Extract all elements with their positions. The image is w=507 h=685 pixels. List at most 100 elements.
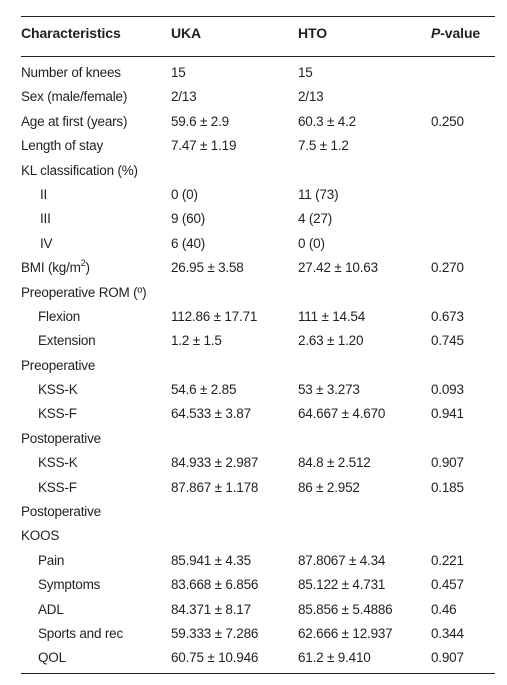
header-p-value: P-value [431,25,480,41]
header-characteristics: Characteristics [21,25,121,41]
row-label: Sports and rec [38,625,123,641]
row-hto-value: 53 ± 3.273 [298,382,360,398]
row-label-end: ) [85,260,91,276]
table-row: KOOS [21,524,495,548]
row-p-value: 0.941 [431,406,464,422]
table-row: KL classification (%) [21,159,495,183]
table-row: KSS-K 84.933 ± 2.987 84.8 ± 2.512 0.907 [21,451,495,475]
row-uka-value: 59.333 ± 7.286 [171,625,259,641]
row-p-value: 0.250 [431,113,464,129]
row-hto-value: 84.8 ± 2.512 [298,455,371,471]
table-row: Symptoms 83.668 ± 6.856 85.122 ± 4.731 0… [21,573,495,597]
row-label: KSS-F [38,479,77,495]
row-label: IV [40,235,53,251]
row-p-value: 0.907 [431,650,464,666]
row-hto-value: 86 ± 2.952 [298,479,360,495]
row-label: Extension [38,333,96,349]
table-row: ADL 84.371 ± 8.17 85.856 ± 5.4886 0.46 [21,598,495,622]
table-row: Length of stay 7.47 ± 1.19 7.5 ± 1.2 [21,134,495,158]
row-uka-value: 1.2 ± 1.5 [171,333,222,349]
row-uka-value: 9 (60) [171,211,206,227]
row-label: II [40,186,48,202]
row-hto-value: 87.8067 ± 4.34 [298,552,386,568]
row-label: III [40,211,51,227]
row-uka-value: 87.867 ± 1.178 [171,479,259,495]
row-p-value: 0.46 [431,601,457,617]
row-label: Postoperative [21,504,101,520]
row-hto-value: 60.3 ± 4.2 [298,113,356,129]
row-uka-value: 2/13 [171,89,197,105]
row-label-bmi: BMI (kg/m2) [21,256,90,280]
row-label: Preoperative [21,357,96,373]
row-hto-value: 111 ± 14.54 [298,308,366,324]
table-row: Postoperative [21,427,495,451]
row-label: Length of stay [21,138,104,154]
row-label: KOOS [21,528,60,544]
row-label: Postoperative [21,430,101,446]
table-row: BMI (kg/m2) 26.95 ± 3.58 27.42 ± 10.63 0… [21,256,495,280]
row-p-value: 0.457 [431,577,464,593]
row-uka-value: 84.371 ± 8.17 [171,601,251,617]
row-uka-value: 26.95 ± 3.58 [171,260,244,276]
row-label: KSS-K [38,382,78,398]
table-row: Preoperative ROM (º) [21,281,495,305]
table-row: Pain 85.941 ± 4.35 87.8067 ± 4.34 0.221 [21,549,495,573]
row-p-value: 0.673 [431,308,464,324]
row-uka-value: 6 (40) [171,235,206,251]
table-row: IV 6 (40) 0 (0) [21,232,495,256]
row-hto-value: 15 [298,65,313,80]
table-row: Flexion 112.86 ± 17.71 111 ± 14.54 0.673 [21,305,495,329]
row-uka-value: 15 [171,65,186,80]
table-header-row: Characteristics UKA HTO P-value [21,25,495,49]
row-hto-value: 4 (27) [298,211,333,227]
table-row: III 9 (60) 4 (27) [21,207,495,231]
table-row: QOL 60.75 ± 10.946 61.2 ± 9.410 0.907 [21,646,495,670]
row-uka-value: 83.668 ± 6.856 [171,577,259,593]
header-uka: UKA [171,25,202,41]
row-label: QOL [38,650,66,666]
row-uka-value: 112.86 ± 17.71 [171,308,258,324]
row-p-value: 0.344 [431,625,464,641]
row-uka-value: 85.941 ± 4.35 [171,552,251,568]
row-hto-value: 27.42 ± 10.63 [298,260,378,276]
row-p-value: 0.185 [431,479,464,495]
table-bottom-rule [21,673,495,674]
row-p-value: 0.221 [431,552,464,568]
table-row: Extension 1.2 ± 1.5 2.63 ± 1.20 0.745 [21,329,495,353]
table-row: Sex (male/female) 2/13 2/13 [21,85,495,109]
table-body: Number of knees 15 15 Sex (male/female) … [21,61,495,671]
row-label: Symptoms [38,577,101,593]
header-p-italic: P [431,25,441,41]
row-uka-value: 0 (0) [171,186,198,202]
table-header-rule [21,56,495,57]
row-label: Number of knees [21,65,121,80]
row-p-value: 0.907 [431,455,464,471]
header-hto: HTO [298,25,327,41]
row-label: KSS-F [38,406,77,422]
table-row: Sports and rec 59.333 ± 7.286 62.666 ± 1… [21,622,495,646]
row-label: Preoperative ROM (º) [21,284,147,300]
row-uka-value: 59.6 ± 2.9 [171,113,229,129]
row-hto-value: 11 (73) [298,186,339,202]
row-hto-value: 2/13 [298,89,324,105]
row-label: Flexion [38,308,81,324]
row-label-superscript: 2 [80,257,86,268]
row-uka-value: 54.6 ± 2.85 [171,382,237,398]
row-hto-value: 2.63 ± 1.20 [298,333,364,349]
row-uka-value: 60.75 ± 10.946 [171,650,259,666]
row-hto-value: 64.667 ± 4.670 [298,406,386,422]
row-label: KL classification (%) [21,162,138,178]
table-row: KSS-F 87.867 ± 1.178 86 ± 2.952 0.185 [21,476,495,500]
row-hto-value: 7.5 ± 1.2 [298,138,349,154]
table-top-rule [21,16,495,17]
row-hto-value: 62.666 ± 12.937 [298,625,393,641]
table-row: Preoperative [21,354,495,378]
row-hto-value: 61.2 ± 9.410 [298,650,371,666]
table-row: KSS-K 54.6 ± 2.85 53 ± 3.273 0.093 [21,378,495,402]
row-p-value: 0.745 [431,333,464,349]
table-row: Number of knees 15 15 [21,61,495,85]
header-p-rest: -value [440,25,481,41]
row-p-value: 0.270 [431,260,464,276]
table-row: KSS-F 64.533 ± 3.87 64.667 ± 4.670 0.941 [21,402,495,426]
table-row: Postoperative [21,500,495,524]
